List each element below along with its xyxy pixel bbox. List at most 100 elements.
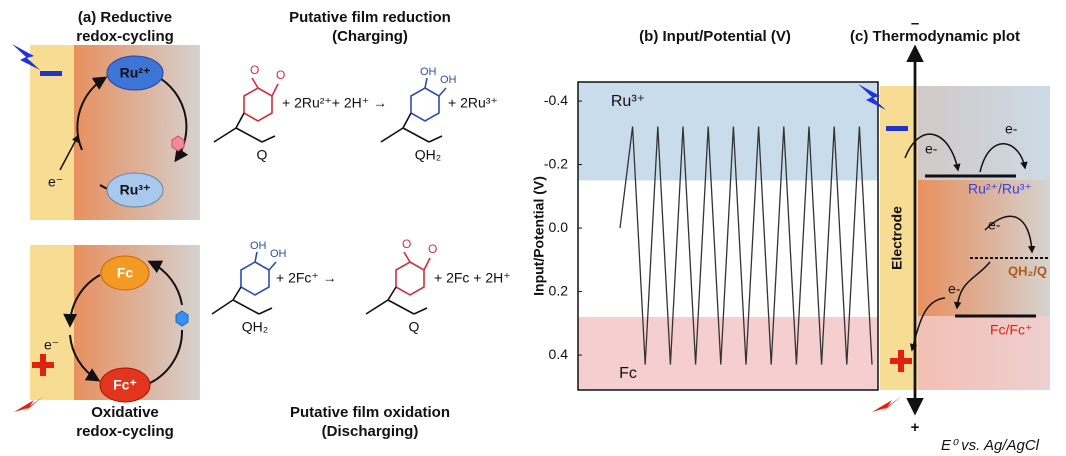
reaction-text: + 2Fc⁺ → — [276, 270, 337, 286]
band — [918, 316, 1050, 390]
reaction-text: + 2Ru³⁺ — [448, 95, 498, 111]
cycle-arrow — [70, 274, 184, 384]
bond — [235, 127, 263, 143]
molecule — [365, 251, 431, 315]
panel-title: (c) Thermodynamic plot — [850, 28, 1020, 45]
y-tick-label: -0.2 — [544, 155, 568, 171]
lightning — [858, 84, 886, 110]
molecule-label: QH₂ — [242, 319, 268, 335]
species-label: Ru²⁺ — [120, 65, 151, 81]
bond — [423, 257, 431, 271]
bond — [402, 127, 430, 143]
panel-caption: Oxidative — [91, 404, 159, 421]
transfer-arrow — [904, 133, 961, 172]
atom-label: O — [250, 63, 259, 77]
panel-c: (c) Thermodynamic plot – + E⁰ vs. Ag/AgC… — [850, 15, 1050, 454]
bond — [403, 251, 411, 263]
mediator — [99, 367, 151, 403]
molecule — [213, 77, 279, 143]
transfer-arrow — [953, 261, 991, 310]
panel-caption: redox-cycling — [76, 423, 174, 440]
ring — [240, 261, 270, 296]
level-label: Ru²⁺/Ru³⁺ — [968, 181, 1032, 197]
bond — [251, 77, 259, 89]
ring — [243, 87, 273, 122]
electron-label: e- — [948, 281, 961, 297]
atom-label: OH — [440, 74, 457, 86]
species-label: Ru³⁺ — [120, 182, 151, 198]
lightning — [872, 396, 902, 412]
bond — [232, 299, 260, 315]
molecule — [380, 77, 447, 143]
section-title: Putative film oxidation — [290, 404, 450, 421]
ring — [395, 261, 425, 296]
section-title: (Discharging) — [322, 423, 419, 440]
plus-sign — [40, 354, 46, 376]
y-tick-label: 0.2 — [549, 282, 569, 298]
band — [918, 86, 1050, 180]
bond — [424, 77, 428, 89]
film-icon — [171, 135, 185, 152]
mediator — [100, 255, 150, 291]
bond — [232, 286, 242, 301]
electron-label: e⁻ — [48, 174, 63, 190]
section-title: (Charging) — [332, 28, 408, 45]
ring — [410, 87, 440, 122]
mediator — [106, 55, 164, 91]
molecule-label: QH₂ — [415, 147, 441, 163]
level-label: Fc/Fc⁺ — [990, 322, 1032, 338]
bond — [365, 299, 389, 315]
level-label: QH₂/Q — [1008, 263, 1047, 278]
electron-label: e⁻ — [44, 337, 59, 353]
band-label: Ru³⁺ — [611, 93, 645, 110]
electron-label: e- — [1005, 121, 1018, 137]
bond — [413, 307, 428, 315]
minus-sign — [40, 71, 62, 76]
chart-title: (b) Input/Potential (V) — [639, 28, 791, 45]
electron-label: e- — [988, 217, 1001, 233]
sign-label: + — [911, 419, 920, 436]
molecule — [211, 251, 277, 315]
plot-frame — [577, 81, 879, 391]
film-icon — [175, 310, 189, 327]
y-tick-label: -0.4 — [544, 92, 568, 108]
mediator — [106, 172, 164, 208]
electron-arrow — [59, 134, 79, 171]
atom-label: O — [276, 68, 285, 82]
bond — [428, 135, 443, 143]
y-axis-label: Input/Potential (V) — [531, 176, 547, 296]
bond — [387, 299, 415, 315]
transfer-arrow — [984, 215, 1036, 254]
molecule-label: Q — [257, 147, 268, 163]
atom-label: OH — [270, 248, 287, 260]
panel-a: (a) Reductive redox-cycling Putative fil… — [12, 9, 511, 440]
bond — [380, 127, 404, 143]
y-tick-label: 0.0 — [549, 219, 569, 235]
sign-label: – — [911, 15, 919, 32]
bond — [271, 83, 279, 97]
transfer-arrow — [979, 143, 1028, 173]
bond — [211, 299, 234, 315]
bond — [402, 112, 412, 129]
species-label: Fc — [117, 265, 134, 281]
bond — [235, 112, 245, 129]
axis-label: E⁰ vs. Ag/AgCl — [941, 437, 1040, 454]
section-title: Putative film reduction — [289, 9, 451, 26]
bond — [438, 87, 447, 97]
bond — [387, 286, 397, 301]
electrode — [30, 245, 74, 400]
cycle-arrow — [69, 334, 101, 382]
bond — [213, 127, 237, 143]
panel-title: (a) Reductive — [78, 9, 172, 26]
band-label: Fc — [619, 365, 637, 382]
bond — [268, 261, 277, 271]
reaction-text: + 2Fc + 2H⁺ — [434, 270, 511, 286]
atom-label: O — [428, 242, 437, 256]
electrode — [880, 86, 918, 390]
atom-label: O — [402, 237, 411, 251]
cycle-arrow — [147, 260, 183, 306]
band — [578, 316, 878, 390]
molecule-label: Q — [409, 319, 420, 335]
